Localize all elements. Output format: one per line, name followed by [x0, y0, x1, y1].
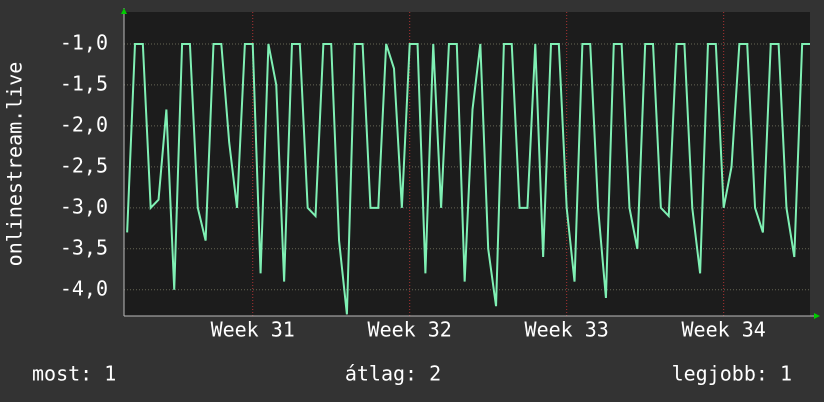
- y-tick-label: -1,5: [60, 71, 108, 95]
- y-tick-label: -4,0: [60, 276, 108, 300]
- footer-current: most: 1: [32, 362, 116, 386]
- y-tick-label: -2,5: [60, 153, 108, 177]
- y-axis-label: onlinestream.live: [3, 62, 27, 267]
- footer-best: legjobb: 1: [672, 362, 792, 386]
- x-tick-label: Week 33: [525, 318, 609, 342]
- x-tick-label: Week 31: [211, 318, 295, 342]
- y-tick-label: -3,5: [60, 235, 108, 259]
- data-line: [126, 42, 810, 315]
- y-tick-label: -2,0: [60, 112, 108, 136]
- x-arrow: [814, 313, 820, 319]
- x-tick-label: Week 34: [682, 318, 766, 342]
- plot: -1,0 -1,5 -2,0 -2,5 -3,0 -3,5 -4,0 Week 31 Week …: [60, 12, 810, 342]
- y-tick-label: -1,0: [60, 30, 108, 54]
- y-arrow: [121, 8, 127, 14]
- footer-average: átlag: 2: [345, 362, 441, 386]
- y-tick-label: -3,0: [60, 194, 108, 218]
- x-tick-label: Week 32: [368, 318, 452, 342]
